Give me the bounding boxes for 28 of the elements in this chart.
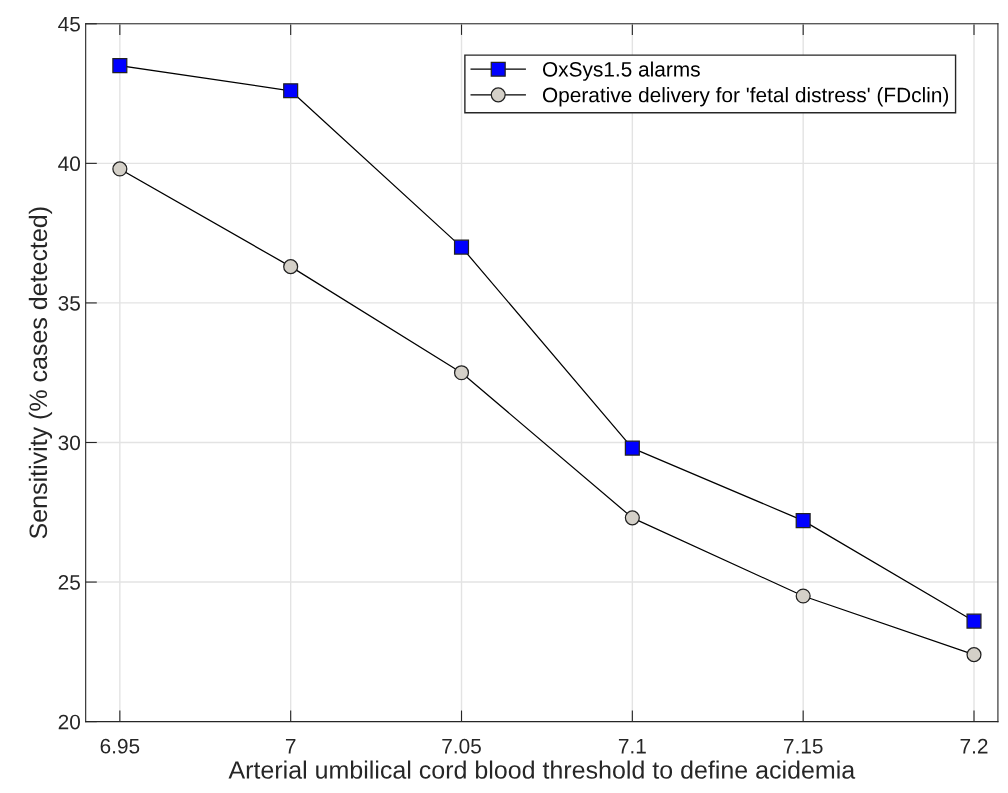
point [453, 365, 470, 381]
point [624, 440, 640, 456]
point [624, 510, 640, 526]
y-tick-label: 35 [58, 295, 80, 311]
point [453, 239, 470, 255]
x-tick-label: 6.95 [100, 738, 140, 754]
y-tick-label: 40 [58, 156, 81, 172]
x-axis-title: Arterial umbilical cord blood threshold to define acidemia [228, 760, 856, 779]
y-tick-label: 20 [58, 714, 81, 730]
point [966, 647, 982, 663]
x-tick-label: 7.05 [442, 738, 481, 754]
y-axis-title: Sensitivity (% cases detected) [28, 207, 53, 539]
x-tick-label: 7.15 [783, 739, 823, 754]
point [795, 513, 811, 529]
x-tick-label: 7.1 [618, 739, 646, 754]
y-tick-label: 30 [58, 435, 81, 451]
point [112, 58, 128, 74]
point [283, 83, 299, 99]
point [795, 588, 811, 604]
point [966, 613, 982, 629]
x-tick-label: 7.2 [960, 738, 988, 754]
y-tick-label: 45 [58, 17, 80, 32]
y-tick-label: 25 [58, 575, 80, 590]
legend-label: OxSys1.5 alarms [542, 61, 700, 81]
x-tick-label: 7 [285, 739, 296, 754]
point [112, 161, 128, 177]
legend-label: Operative delivery for 'fetal distress' (FDclin) [542, 87, 949, 107]
point [283, 259, 299, 275]
